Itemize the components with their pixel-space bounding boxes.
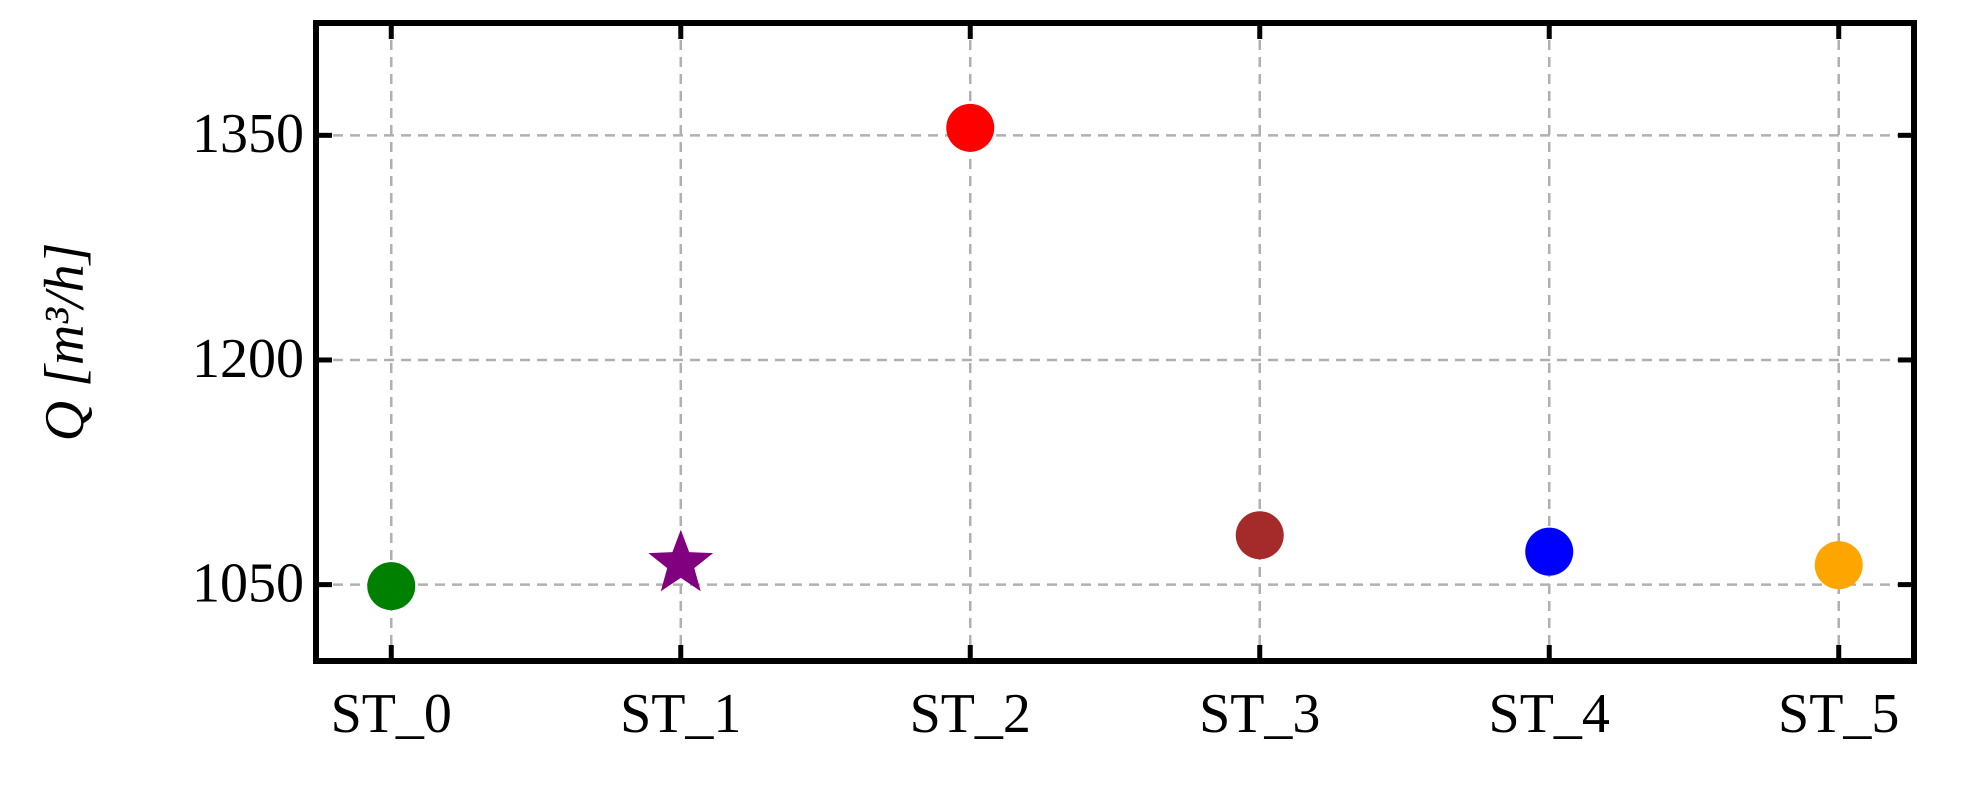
- point: [1235, 511, 1284, 560]
- x-tick-label: ST_0: [331, 683, 452, 745]
- y-axis-label: Q [m³/h]: [34, 243, 96, 442]
- y-tick-label: 1200: [192, 328, 304, 390]
- plot-frame: [313, 20, 1917, 664]
- y-tick-label: 1050: [192, 552, 304, 614]
- point: [1814, 541, 1863, 590]
- x-tick-label: ST_1: [620, 683, 741, 745]
- point: [367, 562, 416, 611]
- x-tick-label: ST_5: [1778, 683, 1899, 745]
- x-tick-label: ST_4: [1489, 683, 1610, 745]
- point: [946, 103, 995, 152]
- y-tick-label: 1350: [192, 103, 304, 165]
- x-tick-label: ST_2: [910, 683, 1031, 745]
- x-tick-label: ST_3: [1199, 683, 1320, 745]
- point: [1525, 527, 1574, 576]
- point: [648, 529, 714, 592]
